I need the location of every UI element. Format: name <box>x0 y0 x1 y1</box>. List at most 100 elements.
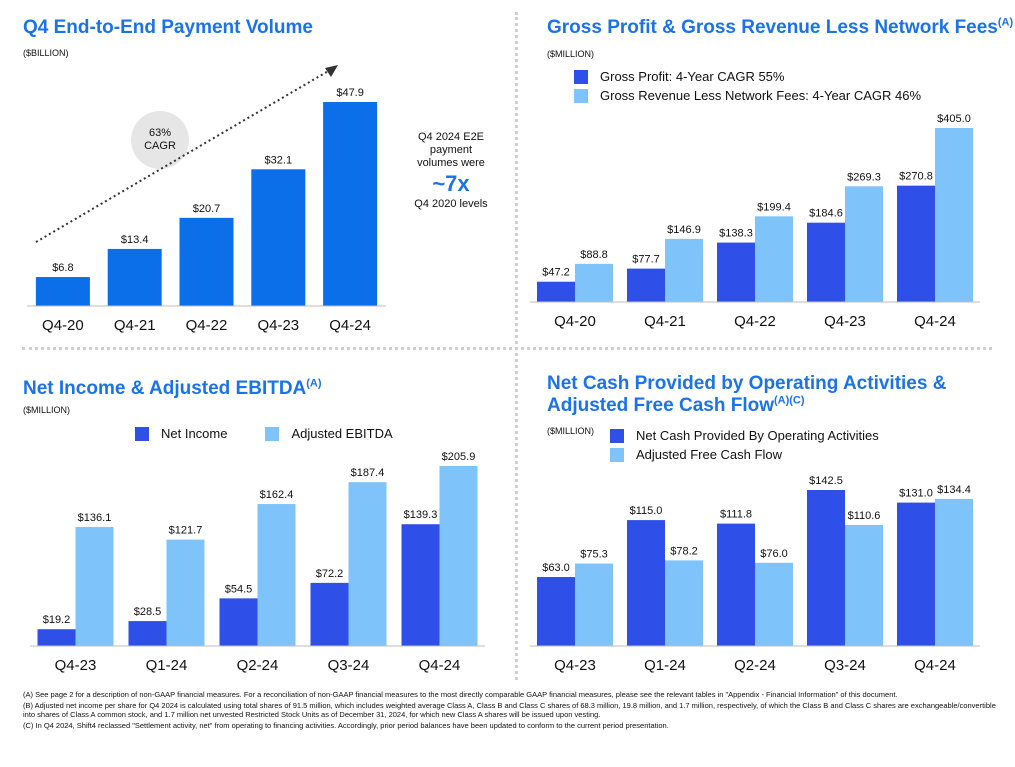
bar <box>935 498 973 646</box>
panel-1-title: Q4 End-to-End Payment Volume <box>23 17 313 38</box>
tick-label: Q1-24 <box>146 657 188 674</box>
tick-label: Q4-23 <box>554 657 596 674</box>
legend-label: Net Income <box>161 426 228 441</box>
panel-2-footnote-ref: (A) <box>997 16 1014 29</box>
bar <box>897 502 935 646</box>
trend-arrow-head <box>325 65 338 77</box>
data-label: $47.2 <box>542 267 570 279</box>
bar <box>845 186 883 302</box>
panel-4-legend: Net Cash Provided By Operating Activitie… <box>610 426 879 464</box>
cagr-value: 63% <box>148 127 172 139</box>
tick-label: Q4-24 <box>419 657 461 674</box>
data-label: $78.2 <box>670 545 698 557</box>
data-label: $76.0 <box>760 548 788 560</box>
tick-label: Q4-22 <box>186 317 228 334</box>
bar <box>401 524 440 646</box>
cagr-bubble: 63% CAGR <box>131 111 189 169</box>
legend-item: Adjusted EBITDA <box>265 424 393 443</box>
bar <box>35 277 90 306</box>
panel-3-legend: Net Income Adjusted EBITDA <box>135 424 393 443</box>
data-label: $187.4 <box>351 467 385 479</box>
tick-label: Q4-24 <box>914 657 956 674</box>
bar <box>310 582 349 646</box>
data-label: $20.7 <box>193 203 221 215</box>
tick-label: Q4-20 <box>42 317 84 334</box>
tick-label: Q4-22 <box>734 313 776 330</box>
data-label: $121.7 <box>169 525 203 537</box>
bar <box>845 524 883 646</box>
bar <box>75 527 114 646</box>
tick-label: Q2-24 <box>734 657 776 674</box>
footnote-b: (B) Adjusted net income per share for Q4… <box>23 701 996 719</box>
data-label: $184.6 <box>809 208 843 220</box>
e2e-callout: Q4 2024 E2E payment volumes were ~7x Q4 … <box>398 131 504 211</box>
legend-item: Adjusted Free Cash Flow <box>610 445 879 464</box>
legend-label: Adjusted EBITDA <box>291 426 393 441</box>
legend-item: Net Income <box>135 424 227 443</box>
footnote-c: (C) In Q4 2024, Shift4 reclassed "Settle… <box>23 721 669 730</box>
legend-item: Gross Profit: 4-Year CAGR 55% <box>574 67 921 86</box>
bar <box>897 185 935 302</box>
bar <box>537 281 575 302</box>
data-label: $115.0 <box>630 505 663 517</box>
data-label: $162.4 <box>260 489 294 501</box>
panel-2-unit: ($MILLION) <box>547 49 595 59</box>
legend-item: Net Cash Provided By Operating Activitie… <box>610 426 879 445</box>
panel-1-unit: ($BILLION) <box>23 48 69 58</box>
tick-label: Q4-23 <box>257 317 299 334</box>
data-label: $54.5 <box>225 583 253 595</box>
data-label: $138.3 <box>719 228 753 240</box>
callout-line-1: Q4 2024 E2E <box>417 131 485 143</box>
legend-label: Net Cash Provided By Operating Activitie… <box>636 428 879 443</box>
data-label: $270.8 <box>899 171 933 183</box>
tick-label: Q1-24 <box>644 657 686 674</box>
data-label: $139.3 <box>404 509 438 521</box>
bar <box>257 504 296 646</box>
panel-3-footnote-ref: (A) <box>306 377 322 390</box>
panel-2-legend: Gross Profit: 4-Year CAGR 55% Gross Reve… <box>574 67 921 105</box>
callout-line-2: payment <box>429 144 473 156</box>
data-label: $405.0 <box>937 113 971 125</box>
bar <box>807 222 845 302</box>
data-label: $111.8 <box>720 509 752 521</box>
bar <box>439 466 478 646</box>
callout-line-4: Q4 2020 levels <box>414 198 488 210</box>
data-label: $72.2 <box>316 568 344 580</box>
bar <box>107 248 162 306</box>
data-label: $6.8 <box>52 262 73 274</box>
tick-label: Q4-23 <box>55 657 97 674</box>
horizontal-divider <box>22 347 992 350</box>
data-label: $75.3 <box>580 549 608 561</box>
panel-4-title: Net Cash Provided by Operating Activitie… <box>547 373 946 417</box>
data-label: $136.1 <box>78 512 112 524</box>
bar <box>755 562 793 646</box>
data-label: $199.4 <box>757 201 791 213</box>
legend-label: Gross Profit: 4-Year CAGR 55% <box>600 69 785 84</box>
legend-label: Gross Revenue Less Network Fees: 4-Year … <box>600 88 922 103</box>
legend-label: Adjusted Free Cash Flow <box>636 447 782 462</box>
data-label: $77.7 <box>632 254 660 266</box>
tick-label: Q4-20 <box>554 313 596 330</box>
bar <box>755 216 793 302</box>
data-label: $32.1 <box>265 154 293 166</box>
panel-4-title-line-2: Adjusted Free Cash Flow <box>547 395 774 416</box>
bar <box>717 523 755 646</box>
panel-2-title: Gross Profit & Gross Revenue Less Networ… <box>547 16 1014 38</box>
bar <box>935 128 973 302</box>
tick-label: Q4-21 <box>644 313 686 330</box>
footnote-a: (A) See page 2 for a description of non-… <box>23 690 898 699</box>
data-label: $142.5 <box>809 475 843 487</box>
tick-label: Q3-24 <box>824 657 866 674</box>
data-label: $88.8 <box>580 249 608 261</box>
bar <box>575 563 613 646</box>
panel-4-unit: ($MILLION) <box>547 426 595 436</box>
data-label: $28.5 <box>134 606 162 618</box>
bar <box>665 238 703 302</box>
bar <box>179 217 234 306</box>
data-label: $13.4 <box>121 234 149 246</box>
bar <box>537 577 575 646</box>
data-label: $63.0 <box>542 562 570 574</box>
